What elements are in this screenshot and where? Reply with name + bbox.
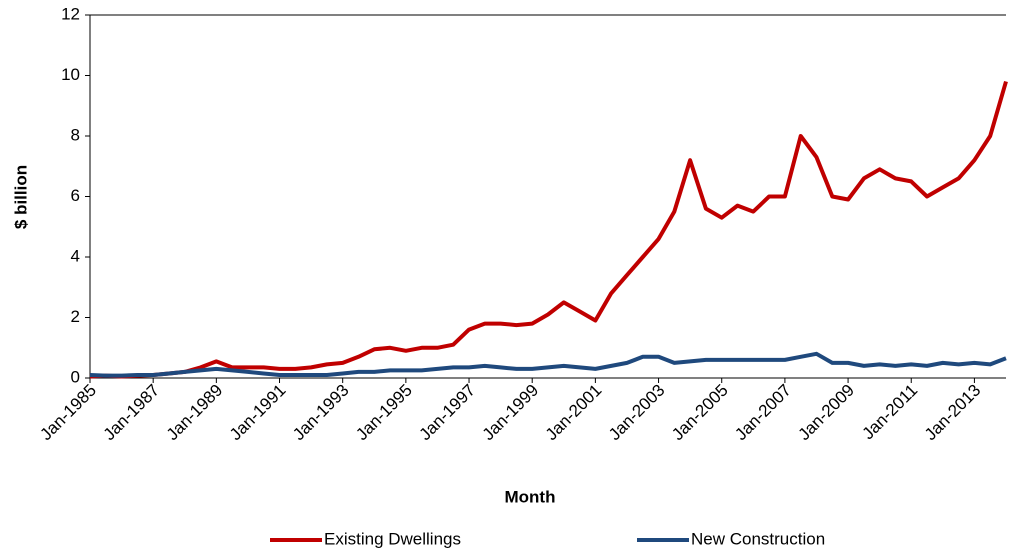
- x-tick-label: Jan-2003: [605, 381, 669, 445]
- x-tick-label: Jan-1985: [36, 381, 100, 445]
- y-tick-label: 6: [71, 186, 80, 205]
- y-axis-title: $ billion: [11, 165, 30, 229]
- y-tick-label: 4: [71, 246, 80, 265]
- x-tick-label: Jan-2011: [859, 381, 922, 444]
- x-tick-label: Jan-1993: [289, 381, 353, 445]
- x-tick-label: Jan-1991: [226, 381, 290, 445]
- x-tick-label: Jan-2001: [542, 381, 606, 445]
- x-tick-label: Jan-2007: [731, 381, 795, 445]
- x-tick-label: Jan-2005: [668, 381, 732, 445]
- series-line: [89, 80, 1008, 379]
- x-tick-label: Jan-2009: [795, 381, 859, 445]
- x-axis-title: Month: [505, 487, 556, 506]
- y-tick-label: 10: [61, 65, 80, 84]
- x-tick-label: Jan-1999: [479, 381, 543, 445]
- x-tick-label: Jan-2013: [921, 381, 985, 445]
- y-tick-label: 0: [71, 367, 80, 386]
- x-tick-label: Jan-1995: [352, 381, 416, 445]
- legend-label: New Construction: [691, 529, 825, 548]
- series-line: [89, 351, 1007, 378]
- x-tick-label: Jan-1987: [100, 381, 164, 445]
- x-tick-label: Jan-1997: [415, 381, 479, 445]
- y-tick-label: 2: [71, 307, 80, 326]
- y-tick-label: 8: [71, 125, 80, 144]
- y-tick-label: 12: [61, 4, 80, 23]
- x-tick-label: Jan-1989: [163, 381, 227, 445]
- legend-label: Existing Dwellings: [324, 529, 461, 548]
